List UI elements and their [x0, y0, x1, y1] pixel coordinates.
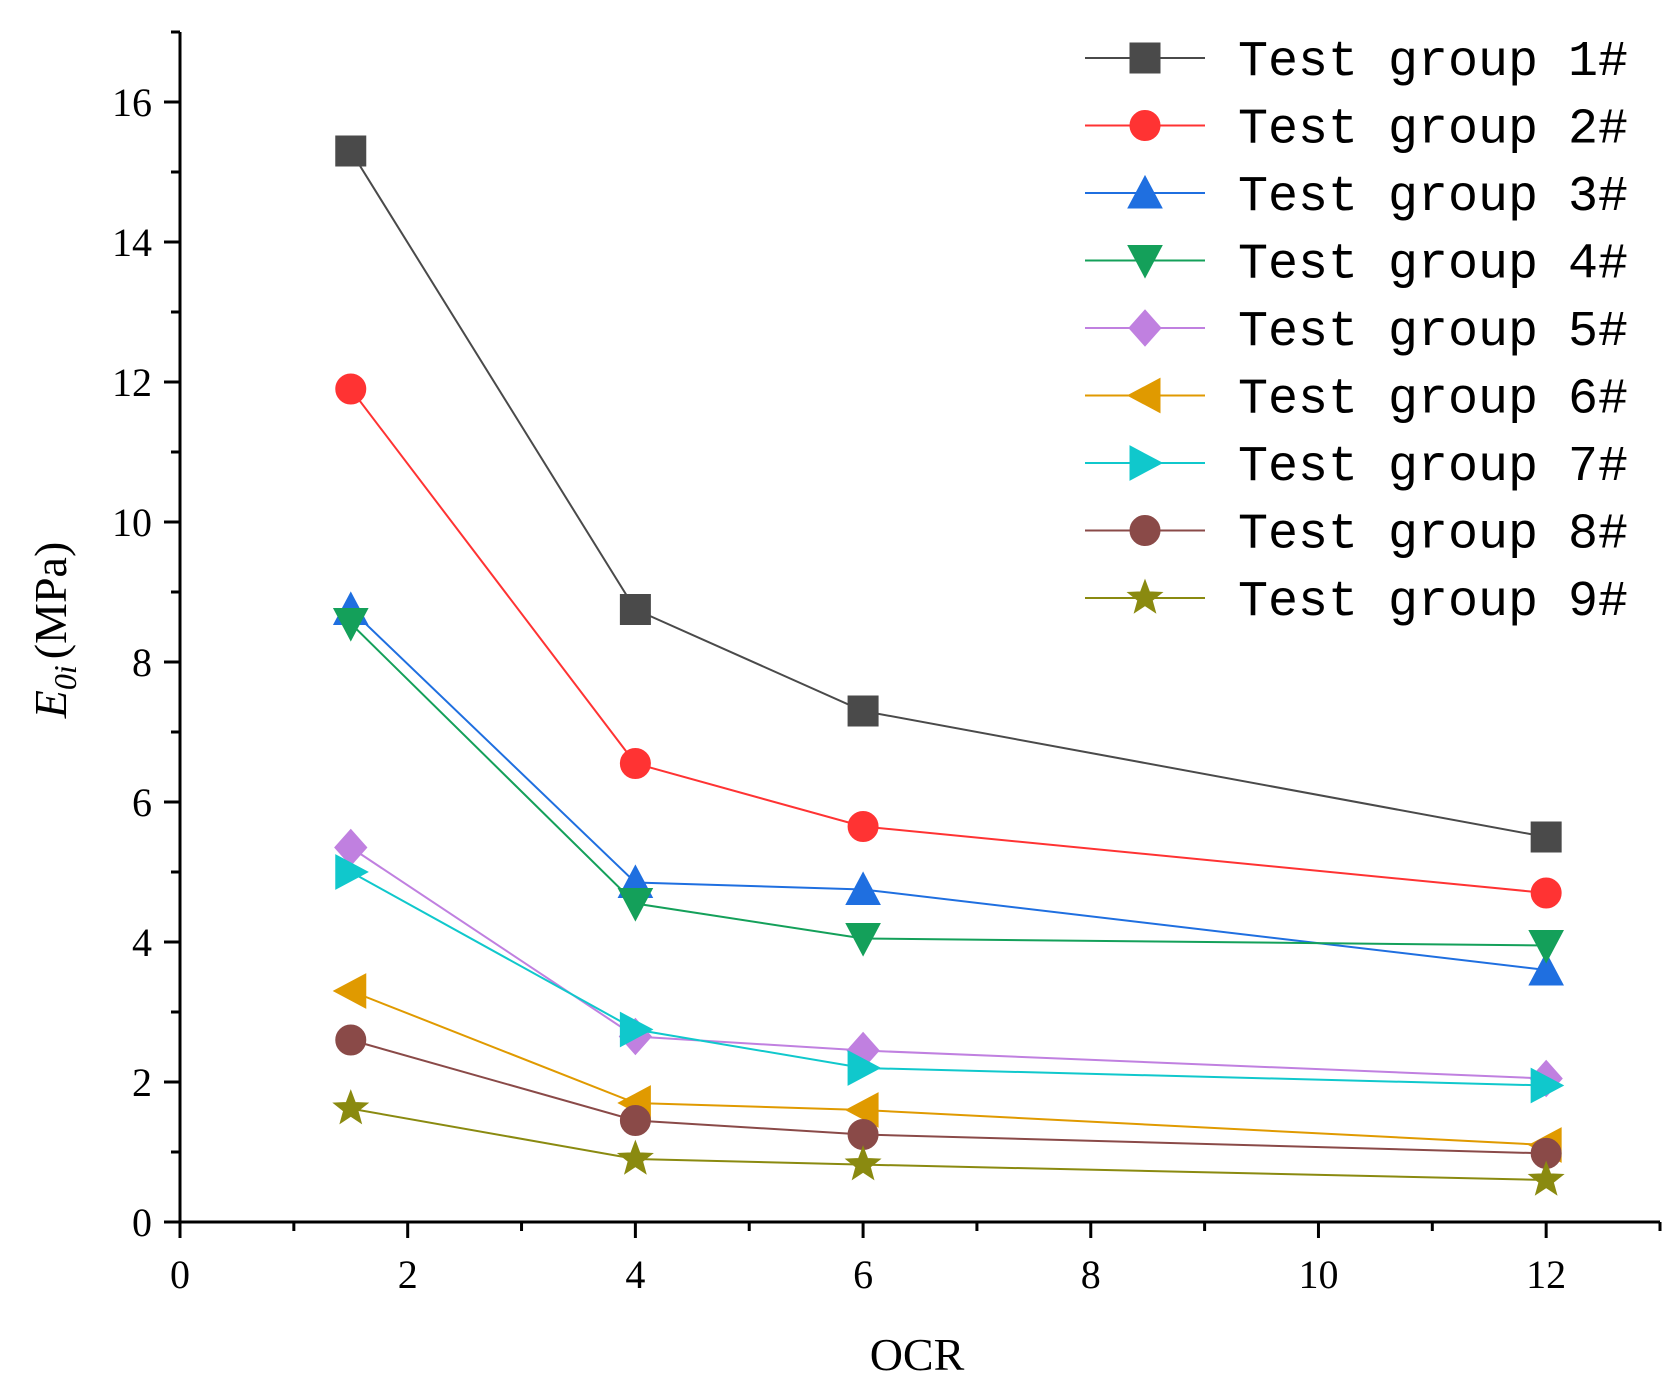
series-4-point-4: [1528, 930, 1564, 964]
series-9-point-1: [332, 1089, 370, 1125]
series-1-point-2: [619, 594, 651, 625]
y-tick-label-1: 2: [132, 1060, 152, 1105]
legend-marker-4: [1127, 245, 1163, 279]
series-9: [332, 1089, 1565, 1196]
series-4-line: [350, 622, 1547, 947]
legend-item-7: Test group 7#: [1085, 439, 1628, 496]
legend-label-8: Test group 8#: [1238, 507, 1628, 564]
series-2-point-2: [619, 748, 651, 779]
legend-label-2: Test group 2#: [1238, 102, 1628, 159]
legend-marker-5: [1128, 309, 1162, 347]
series-1-point-1: [335, 135, 367, 167]
x-tick-label-1: 2: [398, 1252, 418, 1297]
legend-label-9: Test group 9#: [1238, 574, 1628, 631]
legend-item-4: Test group 4#: [1085, 237, 1628, 294]
series-8: [335, 1024, 1562, 1169]
series-1-point-4: [1530, 821, 1562, 853]
series-4-point-2: [617, 888, 654, 922]
legend-marker-7: [1129, 445, 1164, 481]
series-8-point-3: [847, 1119, 879, 1150]
series-5-line: [350, 846, 1547, 1080]
legend-item-5: Test group 5#: [1085, 304, 1628, 361]
y-axis-title: E0i (MPa): [25, 542, 83, 720]
x-tick-label-4: 8: [1081, 1252, 1101, 1297]
x-tick-label-0: 0: [170, 1252, 190, 1297]
legend-label-3: Test group 3#: [1238, 169, 1628, 226]
legend-label-7: Test group 7#: [1238, 439, 1628, 496]
series-2-point-1: [335, 373, 367, 405]
series-2-point-4: [1530, 877, 1562, 909]
series-3-line: [350, 608, 1547, 971]
series-6-point-1: [332, 973, 367, 1009]
series-9-point-4: [1527, 1160, 1565, 1196]
series-6-point-3: [845, 1092, 879, 1128]
y-axis-title-unit: (MPa): [25, 542, 76, 660]
legend-marker-8: [1129, 515, 1161, 546]
series-7-point-4: [1530, 1067, 1565, 1104]
series-7-line: [350, 871, 1547, 1087]
series-6: [332, 973, 1562, 1163]
series-9-point-3: [844, 1145, 882, 1181]
y-axis-title-subscript: 0i: [47, 665, 83, 690]
series-7-point-1: [335, 854, 369, 890]
legend-label-6: Test group 6#: [1238, 372, 1628, 429]
series-7: [335, 854, 1565, 1104]
series-4-point-3: [845, 923, 881, 957]
series-8-point-1: [335, 1024, 367, 1056]
series-2-point-3: [847, 811, 879, 842]
legend-item-3: Test group 3#: [1085, 169, 1628, 226]
series-1-line: [349, 150, 1547, 838]
legend-label-4: Test group 4#: [1238, 237, 1628, 294]
series-7-point-2: [619, 1011, 654, 1048]
axes-group: 0 2 4 6 8 10 12 0 2 4 6 8 10 12 14 16: [112, 30, 1662, 1297]
y-tick-label-2: 4: [132, 920, 152, 965]
y-tick-label-3: 6: [132, 780, 152, 825]
legend-marker-2: [1129, 110, 1161, 141]
x-axis-title: OCR: [870, 1329, 965, 1380]
legend: Test group 1# Test group 2# Test group 3# T…: [1085, 34, 1628, 631]
y-tick-label-5: 10: [112, 500, 152, 545]
series-7-point-3: [847, 1050, 882, 1086]
series-group: [332, 135, 1565, 1196]
series-2-line: [349, 388, 1547, 894]
legend-marker-9: [1126, 578, 1164, 614]
series-4-point-1: [332, 608, 369, 642]
y-tick-label-7: 14: [112, 220, 152, 265]
x-tick-label-3: 6: [853, 1252, 873, 1297]
y-tick-label-8: 16: [112, 80, 152, 125]
series-8-line: [350, 1039, 1547, 1155]
legend-item-6: Test group 6#: [1085, 372, 1628, 429]
series-4: [332, 608, 1564, 964]
legend-item-8: Test group 8#: [1085, 507, 1628, 564]
legend-marker-1: [1129, 42, 1161, 74]
legend-item-9: Test group 9#: [1085, 574, 1628, 631]
series-9-line: [350, 1107, 1547, 1181]
series-1-point-3: [847, 695, 879, 727]
legend-marker-3: [1127, 174, 1163, 209]
y-tick-label-6: 12: [112, 360, 152, 405]
x-tick-label-6: 12: [1526, 1252, 1566, 1297]
series-9-point-2: [616, 1139, 654, 1175]
legend-item-2: Test group 2#: [1085, 102, 1628, 159]
series-8-point-2: [619, 1105, 651, 1136]
legend-item-1: Test group 1#: [1085, 34, 1628, 91]
legend-label-1: Test group 1#: [1238, 34, 1628, 91]
series-6-line: [350, 990, 1547, 1146]
x-tick-label-5: 10: [1298, 1252, 1338, 1297]
x-tick-label-2: 4: [625, 1252, 645, 1297]
series-1: [335, 135, 1562, 853]
y-tick-label-0: 0: [132, 1200, 152, 1245]
series-3-point-4: [1528, 951, 1564, 986]
y-tick-label-4: 8: [132, 640, 152, 685]
series-3-point-3: [845, 871, 881, 905]
legend-marker-6: [1126, 377, 1161, 414]
legend-label-5: Test group 5#: [1238, 304, 1628, 361]
y-axis-title-main: E: [25, 690, 76, 719]
series-2: [335, 373, 1562, 909]
